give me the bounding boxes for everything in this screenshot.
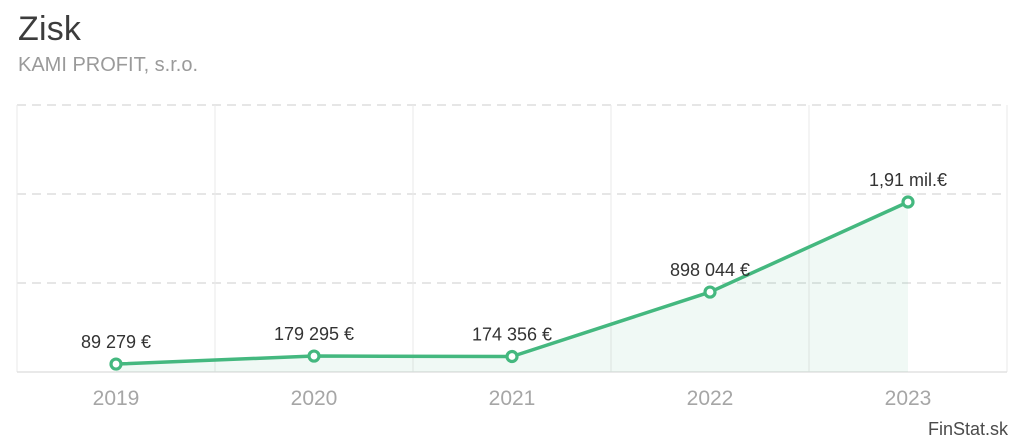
data-label-2020: 179 295 €	[274, 324, 354, 344]
area-fill	[116, 202, 908, 372]
finstat-watermark-link[interactable]: FinStat.sk	[927, 419, 1008, 439]
x-axis-label-2022: 2022	[687, 387, 734, 410]
data-label-2021: 174 356 €	[472, 324, 552, 344]
x-axis-label-2019: 2019	[93, 387, 140, 410]
company-subtitle: KAMI PROFIT, s.r.o.	[18, 54, 199, 76]
data-point-2020[interactable]	[307, 349, 321, 363]
data-label-2023: 1,91 mil.€	[869, 170, 947, 190]
data-point-2022[interactable]	[703, 285, 717, 299]
x-axis-label-2020: 2020	[291, 387, 338, 410]
data-point-2021[interactable]	[505, 349, 519, 364]
page-title: Zisk	[18, 10, 82, 48]
data-point-2019[interactable]	[109, 357, 123, 371]
x-axis-label-2023: 2023	[885, 387, 932, 410]
data-label-2022: 898 044 €	[670, 260, 750, 280]
x-axis-label-2021: 2021	[489, 387, 536, 410]
data-point-2023[interactable]	[901, 195, 915, 209]
data-label-2019: 89 279 €	[81, 332, 151, 352]
